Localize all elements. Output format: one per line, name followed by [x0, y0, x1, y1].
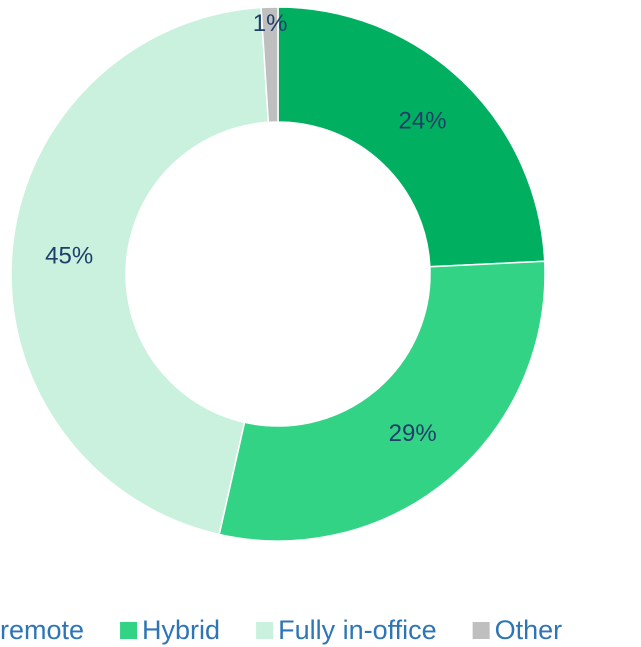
legend-marker — [472, 622, 490, 639]
legend-marker — [120, 622, 138, 639]
donut-segment — [218, 260, 546, 542]
legend-label: Fully in-office — [278, 615, 437, 645]
donut-segment — [260, 6, 279, 124]
data-label: 1% — [253, 10, 288, 37]
legend-label: Hybrid — [142, 615, 220, 645]
legend-label: Other — [495, 615, 563, 645]
data-label: 24% — [399, 108, 447, 135]
data-label: 45% — [45, 243, 93, 270]
legend-marker — [256, 622, 274, 639]
legend-label: remote — [0, 615, 84, 645]
donut-segment — [277, 6, 546, 268]
donut-segment — [10, 6, 270, 536]
data-label: 29% — [389, 420, 437, 447]
